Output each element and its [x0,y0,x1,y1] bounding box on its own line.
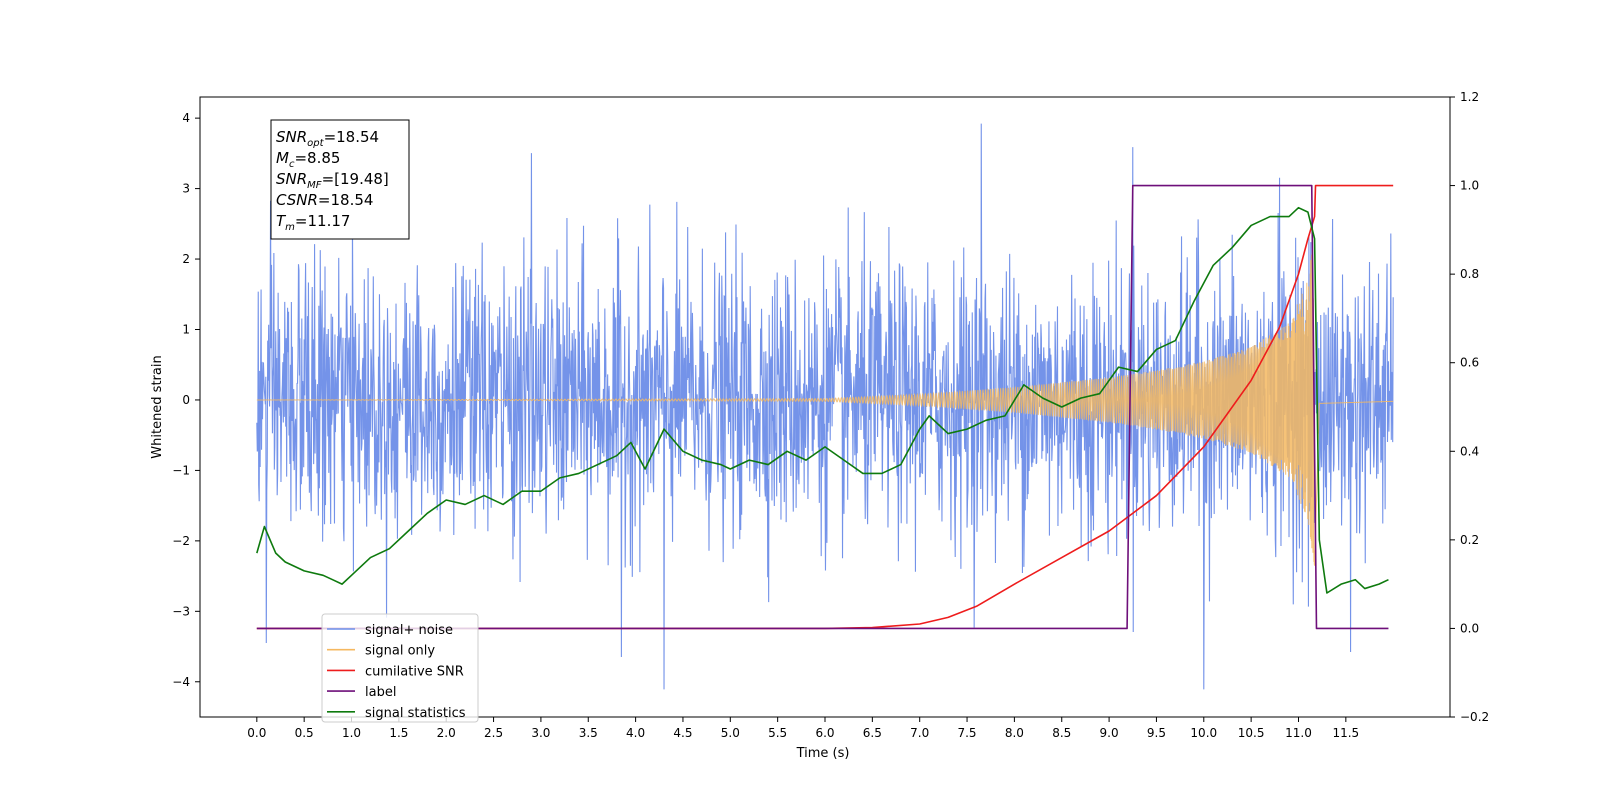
y-tick-label-left: −3 [172,604,190,618]
x-tick-label: 0.0 [247,726,266,740]
annotation-line: Tm=11.17 [276,212,350,233]
series-signal-only [256,254,1394,566]
x-tick-label: 10.0 [1190,726,1217,740]
x-tick-label: 7.5 [957,726,976,740]
annotation-line: SNRopt=18.54 [276,128,379,149]
y-tick-label-left: 4 [182,111,190,125]
annotation-value: =[19.48] [322,170,389,188]
x-tick-label: 10.5 [1238,726,1265,740]
x-axis: 0.0 0.5 1.0 1.5 2.0 2.5 3.0 3.5 4.0 4.5 5.0 5.5 6.0 6… [247,717,1359,740]
y-tick-label-left: −4 [172,675,190,689]
annotation-line: Mc=8.85 [276,149,340,170]
legend-frame [321,613,479,723]
x-tick-label: 11.0 [1285,726,1312,740]
annotation-sub: opt [307,138,324,149]
legend[interactable]: signal+ noise signal only cumilative SNR la… [321,613,479,723]
x-tick-label: 8.5 [1052,726,1071,740]
annotation-sub: m [285,222,295,233]
y-tick-label-left: −2 [172,534,190,548]
y-tick-label-left: −1 [172,463,190,477]
x-tick-label: 4.0 [626,726,645,740]
y-axis-right: −0.2 0.0 0.2 0.4 0.6 0.8 1.0 1.2 [1450,90,1489,724]
annotation-var: M [276,149,289,167]
legend-entry-label[interactable]: signal only [365,644,435,659]
annotation-line: CSNR=18.54 [276,191,373,209]
annotation-var: SNR [276,170,307,188]
x-tick-label: 0.5 [295,726,314,740]
y-tick-label-left: 0 [182,393,190,407]
y-tick-label-right: 0.0 [1460,621,1479,635]
y-tick-label-left: 1 [182,323,190,337]
y-tick-label-right: 1.0 [1460,179,1479,193]
x-tick-label: 4.5 [673,726,692,740]
x-axis-label: Time (s) [796,746,850,761]
y-tick-label-left: 2 [182,252,190,266]
x-tick-label: 1.0 [342,726,361,740]
x-tick-label: 2.5 [484,726,503,740]
annotation-value: =18.54 [324,128,380,146]
y-tick-label-right: 1.2 [1460,90,1479,104]
legend-entry-label[interactable]: cumilative SNR [365,664,464,679]
annotation-box: SNRopt=18.54Mc=8.85SNRMF=[19.48]CSNR=18.… [270,119,410,240]
y-axis-label-left: Whitened strain [150,355,165,458]
x-tick-label: 9.5 [1147,726,1166,740]
annotation-sub: c [289,159,295,170]
x-tick-label: 11.5 [1332,726,1359,740]
x-tick-label: 9.0 [1100,726,1119,740]
annotation-var: CSNR [276,191,318,209]
x-tick-label: 2.0 [437,726,456,740]
legend-entry-label[interactable]: label [365,685,396,700]
annotation-var: SNR [276,128,307,146]
x-tick-label: 6.0 [815,726,834,740]
y-tick-label-right: −0.2 [1460,710,1489,724]
y-axis-left: −4 −3 −2 −1 0 1 2 3 4 [172,111,200,689]
legend-entry-label[interactable]: signal statistics [365,706,466,721]
series-layer [256,123,1394,690]
x-tick-label: 3.5 [579,726,598,740]
y-tick-label-right: 0.2 [1460,533,1479,547]
series-signal-noise [256,123,1394,690]
y-tick-label-left: 3 [182,182,190,196]
annotation-value: =8.85 [294,149,340,167]
series-signal-statistics [256,206,1389,594]
legend-entry-label[interactable]: signal+ noise [365,623,453,638]
annotation-value: =18.54 [318,191,374,209]
x-tick-label: 7.0 [910,726,929,740]
x-tick-label: 5.0 [721,726,740,740]
annotation-line: SNRMF=[19.48] [276,170,389,191]
annotation-sub: MF [307,180,322,191]
series-cumilative-snr [256,184,1394,630]
x-tick-label: 5.5 [768,726,787,740]
annotation-frame [270,119,410,240]
x-tick-label: 1.5 [389,726,408,740]
x-tick-label: 6.5 [863,726,882,740]
series-label [256,184,1389,630]
x-tick-label: 8.0 [1005,726,1024,740]
x-tick-label: 3.0 [531,726,550,740]
annotation-var: T [276,212,287,230]
annotation-value: =11.17 [295,212,351,230]
y-tick-label-right: 0.8 [1460,267,1479,281]
y-tick-label-right: 0.4 [1460,444,1479,458]
y-tick-label-right: 0.6 [1460,356,1479,370]
